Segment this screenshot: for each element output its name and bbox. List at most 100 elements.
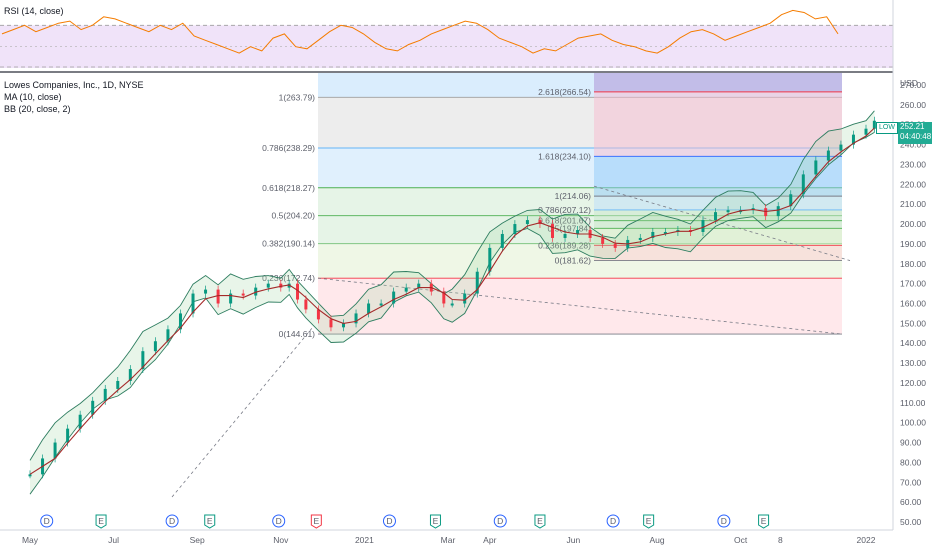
candle-body <box>417 283 421 288</box>
earnings-marker-label: E <box>646 516 652 526</box>
fib2-zone <box>594 245 842 261</box>
candle-body <box>392 291 396 304</box>
candle-body <box>442 291 446 304</box>
candle-body <box>91 400 95 415</box>
candle-body <box>204 289 208 294</box>
candle-body <box>851 134 855 145</box>
candle-body <box>78 414 82 429</box>
price-tick-label: 90.00 <box>900 438 922 448</box>
candle-body <box>463 293 467 304</box>
fib2-level-label: 1(214.06) <box>555 191 592 201</box>
candle-body <box>576 230 580 234</box>
time-tick-label: May <box>22 535 39 545</box>
fib2-zone <box>594 220 842 229</box>
fib2-level-label: 0.618(201.67) <box>538 216 591 226</box>
dividend-marker-label: D <box>44 516 50 526</box>
candle-body <box>367 303 371 314</box>
fib2-level-label: 0.786(207.12) <box>538 205 591 215</box>
earnings-marker-label: E <box>761 516 767 526</box>
time-tick-label: Oct <box>734 535 748 545</box>
price-tick-label: 210.00 <box>900 199 926 209</box>
candle-body <box>66 428 70 443</box>
candle-body <box>726 210 730 213</box>
candle-body <box>488 247 492 272</box>
time-tick-label: 2022 <box>857 535 876 545</box>
fib2-zone <box>594 196 842 210</box>
candle-body <box>613 243 617 248</box>
candle-body <box>563 233 567 238</box>
price-tick-label: 110.00 <box>900 398 926 408</box>
fib2-level-label: 0.236(189.28) <box>538 240 591 250</box>
price-tick-label: 130.00 <box>900 358 926 368</box>
candle-body <box>651 231 655 238</box>
candle-body <box>663 231 667 234</box>
rsi-legend: RSI (14, close) <box>4 5 64 17</box>
price-tick-label: 150.00 <box>900 318 926 328</box>
price-tick-label: 230.00 <box>900 159 926 169</box>
candle-body <box>241 293 245 296</box>
dividend-marker-label: D <box>169 516 175 526</box>
price-layer <box>28 116 876 479</box>
fib1-level-label: 1(263.79) <box>279 92 316 102</box>
fib2-level-label: 2.618(266.54) <box>538 87 591 97</box>
candle-body <box>475 271 479 294</box>
price-tick-label: 100.00 <box>900 418 926 428</box>
ma-line <box>29 127 875 475</box>
fib1-trend-line <box>171 327 313 498</box>
bb-legend: BB (20, close, 2) <box>4 104 71 114</box>
dividend-marker <box>606 514 620 528</box>
candle-body <box>776 206 780 217</box>
candle-body <box>714 212 718 221</box>
fibonacci-layer: 1(263.79) 0.786(238.29) 0.618(218.27) 0.5(2… <box>171 73 851 498</box>
dividend-marker <box>382 514 396 528</box>
bollinger-upper <box>29 110 875 461</box>
dividend-marker <box>272 514 286 528</box>
dividend-marker-label: D <box>276 516 282 526</box>
fib2-level-label: 0.5(197.84) <box>548 223 592 233</box>
candle-body <box>354 313 358 324</box>
price-tick-label: 170.00 <box>900 279 926 289</box>
candle-body <box>304 299 308 310</box>
fib1-level-label: 0(144.61) <box>279 329 316 339</box>
candle-body <box>254 287 258 296</box>
bar-countdown: 04:40:48 <box>900 132 932 141</box>
dividend-marker <box>165 514 179 528</box>
ma-legend: MA (10, close) <box>4 92 62 102</box>
fib2-level-label: 0(181.62) <box>555 256 592 266</box>
candle-body <box>128 369 132 381</box>
symbol-tag: LOW <box>876 122 898 134</box>
candle-body <box>551 224 554 238</box>
earnings-marker-label: E <box>537 516 543 526</box>
candle-body <box>116 380 120 389</box>
price-tick-label: 200.00 <box>900 219 926 229</box>
price-tick-label: 120.00 <box>900 378 926 388</box>
price-axis-bg <box>893 0 932 550</box>
candle-body <box>379 303 383 306</box>
price-tick-label: 60.00 <box>900 497 922 507</box>
fib1-level-label: 0.5(204.20) <box>272 211 316 221</box>
candle-body <box>296 283 300 300</box>
candle-body <box>701 220 705 232</box>
candle-body <box>525 220 529 225</box>
candle-body <box>638 237 642 240</box>
price-tick-label: 50.00 <box>900 517 922 527</box>
dividend-marker-label: D <box>610 516 616 526</box>
rsi-legend-label: RSI (14, close) <box>4 6 64 16</box>
fib1-level-label: 0.618(218.27) <box>262 183 315 193</box>
earnings-marker-label: E <box>207 516 213 526</box>
candle-body <box>316 309 320 320</box>
fib2-zone <box>594 91 842 157</box>
price-tick-label: 270.00 <box>900 80 926 90</box>
dividend-marker <box>493 514 507 528</box>
time-tick-label: Sep <box>190 535 205 545</box>
dividend-marker <box>40 514 54 528</box>
earnings-marker <box>534 514 546 529</box>
fib2-zone <box>594 209 842 221</box>
candle-body <box>153 341 157 352</box>
candle-body <box>801 174 805 195</box>
price-tick-label: 160.00 <box>900 299 926 309</box>
fib1-diagonal <box>317 277 843 335</box>
